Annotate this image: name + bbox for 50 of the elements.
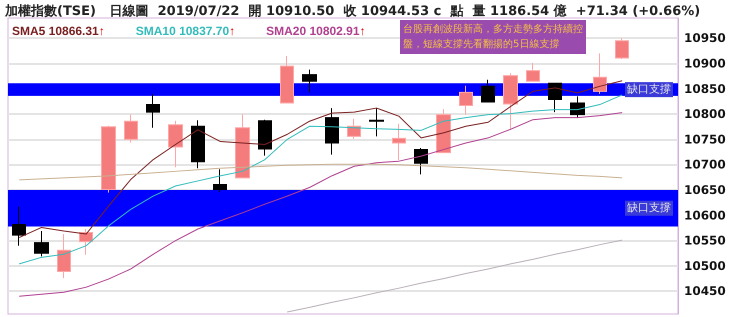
candlestick xyxy=(503,72,518,130)
candlestick xyxy=(168,120,183,168)
band-label: 缺口支撐 xyxy=(627,82,671,96)
y-tick-label: 10900 xyxy=(684,56,726,71)
candlestick xyxy=(526,62,540,82)
line-series xyxy=(18,80,623,238)
candlestick xyxy=(302,69,317,93)
candlestick xyxy=(436,108,451,154)
line-series xyxy=(18,94,623,264)
candlestick xyxy=(369,108,384,137)
candlestick xyxy=(593,52,607,94)
candlestick xyxy=(481,79,495,102)
y-tick-label: 10750 xyxy=(684,132,726,146)
band-label: 缺口支撐 xyxy=(627,201,671,214)
line-series xyxy=(18,112,623,297)
text: SMA10 10837.70↑ xyxy=(136,24,236,38)
candlestick xyxy=(191,120,205,169)
candlestick xyxy=(325,108,339,156)
candlestick xyxy=(213,168,227,193)
annotation: 台股再創波段新高，多方走勢多方持續控盤，短線支撐先看翻揚的5日線支撐 xyxy=(403,23,583,50)
candlestick xyxy=(79,228,93,256)
candlestick xyxy=(258,119,272,156)
candlestick xyxy=(615,38,629,60)
candlestick xyxy=(570,96,585,118)
candlestick xyxy=(146,93,160,128)
y-tick-label: 10550 xyxy=(684,234,726,248)
candlestick xyxy=(459,85,473,116)
chart-title: 加權指數(TSE) 日線圖 2019/07/22 開 10910.50 收 10944.53 c 點 量 1186.54 億 +71.34 (+0.66%) xyxy=(4,3,700,19)
y-tick-label: 10650 xyxy=(684,183,726,198)
y-tick-label: 10800 xyxy=(684,107,726,122)
candlestick xyxy=(124,114,138,143)
y-tick-label: 10500 xyxy=(684,258,726,273)
candlestick xyxy=(235,114,250,178)
candlestick xyxy=(101,125,116,194)
candlestick xyxy=(280,55,294,104)
text: SMA5 10866.31↑ xyxy=(12,24,105,38)
candlestick xyxy=(34,230,49,257)
y-tick-label: 10850 xyxy=(684,82,726,96)
y-tick-label: 10600 xyxy=(684,208,726,222)
y-tick-label: 10950 xyxy=(684,31,726,46)
text: SMA20 10802.91↑ xyxy=(266,24,366,38)
line-series xyxy=(286,240,623,312)
candlestick xyxy=(392,123,406,161)
candlestick xyxy=(548,82,562,113)
candlestick xyxy=(414,148,428,175)
y-tick-label: 10700 xyxy=(684,158,726,172)
candlestick xyxy=(57,234,71,279)
candlestick xyxy=(12,206,26,246)
y-tick-label: 10450 xyxy=(684,284,726,298)
line-series xyxy=(18,164,623,180)
